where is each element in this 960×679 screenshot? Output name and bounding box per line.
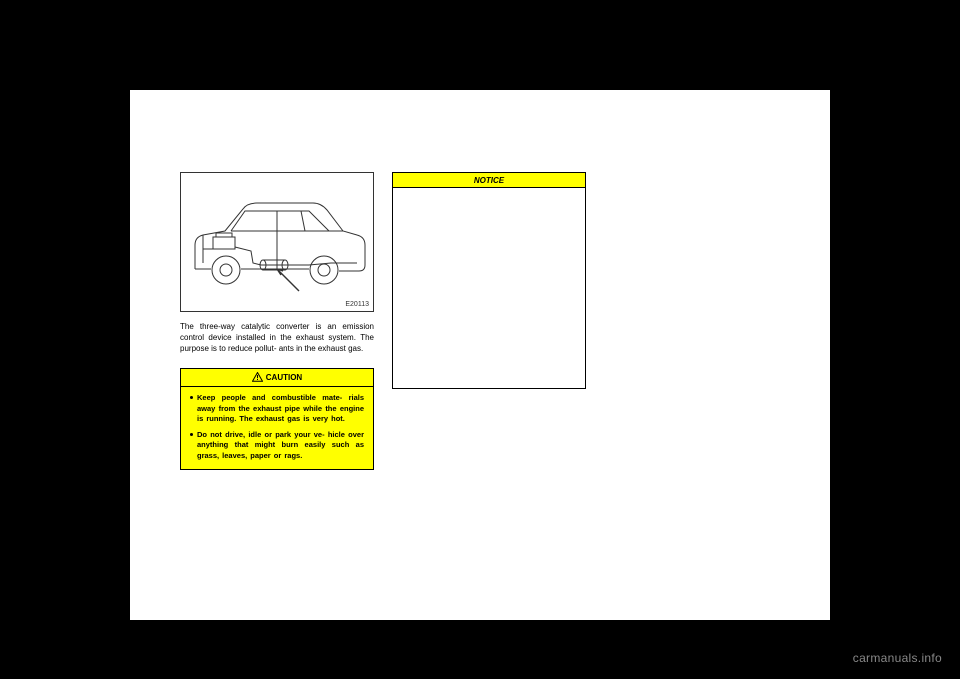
caution-header: CAUTION bbox=[181, 369, 373, 387]
caution-body: Keep people and combustible mate- rials … bbox=[181, 387, 373, 469]
car-diagram-svg bbox=[181, 173, 373, 311]
notice-header: NOTICE bbox=[393, 173, 585, 188]
notice-body bbox=[393, 188, 585, 388]
caution-list: Keep people and combustible mate- rials … bbox=[190, 393, 364, 461]
caution-box: CAUTION Keep people and combustible mate… bbox=[180, 368, 374, 470]
caution-label: CAUTION bbox=[266, 374, 302, 383]
middle-column: NOTICE bbox=[392, 172, 586, 389]
notice-box: NOTICE bbox=[392, 172, 586, 389]
manual-page: E20113 The three-way catalytic converter… bbox=[130, 90, 830, 620]
catalytic-converter-figure: E20113 bbox=[180, 172, 374, 312]
caution-item: Keep people and combustible mate- rials … bbox=[190, 393, 364, 425]
converter-description: The three-way catalytic converter is an … bbox=[180, 322, 374, 354]
watermark: carmanuals.info bbox=[853, 651, 942, 665]
caution-item: Do not drive, idle or park your ve- hicl… bbox=[190, 430, 364, 462]
warning-triangle-icon bbox=[252, 372, 263, 382]
figure-code: E20113 bbox=[345, 301, 369, 308]
left-column: E20113 The three-way catalytic converter… bbox=[180, 172, 374, 470]
